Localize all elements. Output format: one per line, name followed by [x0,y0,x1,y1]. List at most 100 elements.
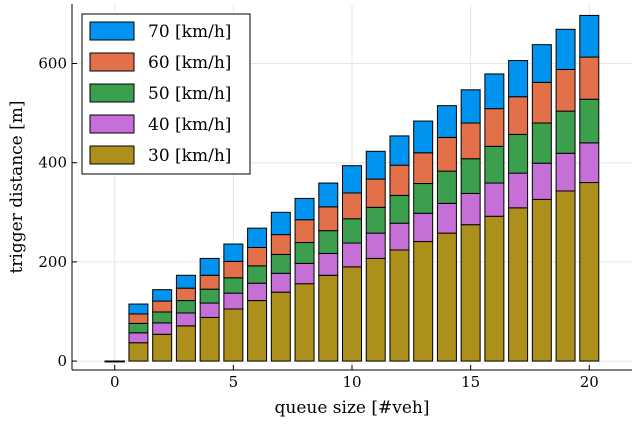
legend-label: 40 [km/h] [148,115,231,135]
bar-segment [389,222,410,251]
y-tick-label: 400 [38,154,67,172]
bar-segment [436,232,457,362]
bar-segment [460,192,481,226]
bar-segment [389,135,410,166]
bar-segment [223,308,244,362]
x-tick-label: 5 [229,373,239,391]
y-tick-label: 600 [38,55,67,73]
bar-segment [436,136,457,172]
bars [104,14,600,363]
bar-segment [199,288,220,304]
bar-segment [342,165,362,194]
bar-segment [152,322,173,335]
bar-segment [508,207,529,362]
legend-swatch [89,114,135,134]
plot-frame [71,4,632,371]
bar-segment [247,227,268,249]
legend-label: 60 [km/h] [148,53,231,73]
bar-segment [579,98,600,144]
bar-segment [199,316,220,362]
bar-segment [247,300,268,362]
bar-segment [365,206,386,234]
x-axis-label: queue size [#veh] [274,398,429,418]
x-tick-label: 10 [342,373,361,391]
bar-segment [579,142,600,184]
bar-segment [484,182,505,217]
bar-segment [128,313,149,324]
bar-segment [199,257,220,276]
bar-segment [342,192,362,220]
bar-segment [365,257,386,362]
bar-segment [579,56,600,100]
bar-segment [199,274,220,290]
bar-segment [555,110,576,154]
bar-segment [555,190,576,362]
bar-segment [531,81,552,124]
bar-segment [294,262,315,285]
y-tick-label: 0 [57,352,67,370]
bar-segment [152,300,173,313]
bar-segment [270,211,291,236]
bar-segment [342,242,362,268]
bar-segment [223,243,244,262]
bar-segment [365,232,386,259]
bar-segment [247,247,268,267]
bar-segment [175,325,196,362]
legend-swatch [89,83,135,103]
bar-segment [294,242,315,264]
bar-segment [223,260,244,279]
bar-segment [318,182,339,208]
bar-segment [413,152,434,185]
bar-segment [460,224,481,362]
bar-segment [579,182,600,362]
bar-segment [531,162,552,200]
x-tick-label: 20 [580,373,599,391]
bar-segment [460,158,481,194]
bar-segment [175,300,196,314]
bar-segment [223,277,244,294]
bar-segment [484,108,505,147]
bar-segment [152,333,173,362]
legend-swatch [89,145,135,165]
bar-segment [175,312,196,327]
bar-segment [508,133,529,174]
y-tick-label: 200 [38,253,67,271]
bar-segment [318,230,339,254]
bar-segment [365,178,386,208]
legend-label: 70 [km/h] [148,22,231,42]
bar-segment [152,289,173,302]
bar-segment [270,272,291,293]
bar-segment [342,266,362,362]
legend-swatch [89,52,135,72]
bar-segment [508,172,529,209]
bar-segment [247,282,268,302]
bar-segment [508,60,529,98]
bar-segment [389,164,410,196]
bar-segment [531,44,552,83]
bar-segment [484,145,505,184]
bar-segment [247,265,268,284]
bar-segment [413,212,434,243]
bar-segment [436,202,457,234]
bar-segment [508,96,529,135]
legend: 70 [km/h] 60 [km/h] 50 [km/h] 40 [km/h] 30 [… [81,13,251,175]
bar-segment [104,360,125,363]
bar-segment [389,249,410,362]
x-tick-label: 15 [461,373,480,391]
x-tick-label: 0 [110,373,120,391]
bar-segment [365,150,386,180]
legend-swatch [89,21,135,41]
bar-segment [413,183,434,214]
bar-segment [460,122,481,160]
bar-segment [318,206,339,232]
bar-segment [484,215,505,362]
bar-segment [555,68,576,112]
legend-label: 50 [km/h] [148,84,231,104]
bar-segment [579,14,600,58]
bar-segment [223,292,244,310]
bar-segment [128,342,149,362]
bar-segment [531,122,552,164]
bar-segment [152,311,173,324]
